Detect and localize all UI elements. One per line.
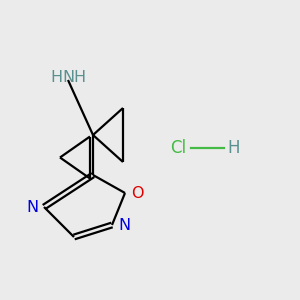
Text: N: N [62, 70, 74, 85]
Text: Cl: Cl [170, 139, 187, 157]
Text: N: N [118, 218, 130, 232]
Text: H: H [228, 139, 240, 157]
Text: H: H [73, 70, 86, 85]
Text: N: N [26, 200, 39, 214]
Text: O: O [131, 185, 143, 200]
Text: H: H [50, 70, 63, 85]
